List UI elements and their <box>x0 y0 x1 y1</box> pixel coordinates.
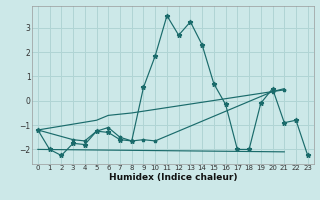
X-axis label: Humidex (Indice chaleur): Humidex (Indice chaleur) <box>108 173 237 182</box>
